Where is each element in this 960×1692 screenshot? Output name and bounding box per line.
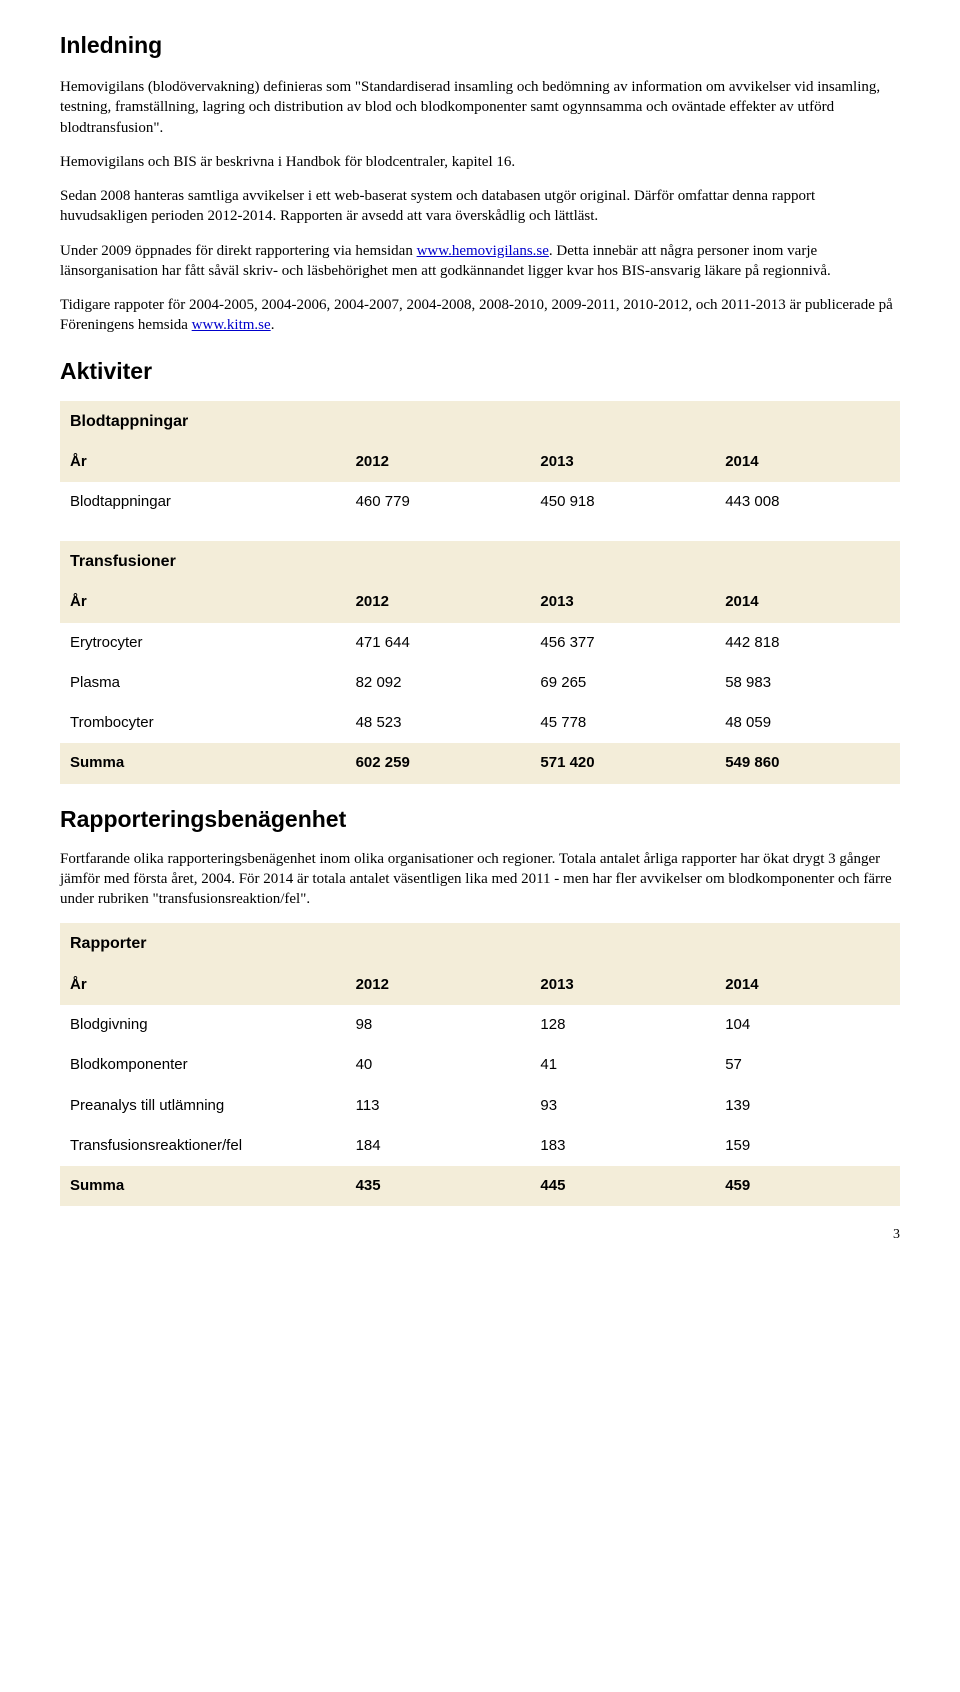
table-row: Erytrocyter 471 644 456 377 442 818 [60, 623, 900, 663]
row-label: Blodtappningar [60, 482, 346, 522]
col-year-2013: 2013 [530, 582, 715, 622]
table-caption-transfusioner: Transfusioner [60, 541, 900, 583]
page-number: 3 [60, 1226, 900, 1245]
table-blodtappningar: Blodtappningar År 2012 2013 2014 Blodtap… [60, 401, 900, 523]
cell-value: 69 265 [530, 663, 715, 703]
col-year-2012: 2012 [346, 582, 531, 622]
table-row: Blodtappningar 460 779 450 918 443 008 [60, 482, 900, 522]
cell-value: 45 778 [530, 703, 715, 743]
col-year-2013: 2013 [530, 965, 715, 1005]
cell-value: 442 818 [715, 623, 900, 663]
sum-value: 602 259 [346, 743, 531, 783]
sum-label: Summa [60, 743, 346, 783]
col-year-2014: 2014 [715, 965, 900, 1005]
sum-value: 459 [715, 1166, 900, 1206]
cell-value: 98 [346, 1005, 531, 1045]
sum-value: 549 860 [715, 743, 900, 783]
paragraph-intro-3: Sedan 2008 hanteras samtliga avvikelser … [60, 186, 900, 227]
row-label: Blodkomponenter [60, 1045, 346, 1085]
col-year-2014: 2014 [715, 442, 900, 482]
table-header-row: År 2012 2013 2014 [60, 965, 900, 1005]
cell-value: 57 [715, 1045, 900, 1085]
table-caption-blodtappningar: Blodtappningar [60, 401, 900, 443]
cell-value: 128 [530, 1005, 715, 1045]
col-year-label: År [60, 582, 346, 622]
link-kitm[interactable]: www.kitm.se [192, 317, 271, 333]
row-label: Trombocyter [60, 703, 346, 743]
table-row: Preanalys till utlämning 113 93 139 [60, 1086, 900, 1126]
paragraph-intro-4: Under 2009 öppnades för direkt rapporter… [60, 241, 900, 282]
table-rapporter: Rapporter År 2012 2013 2014 Blodgivning … [60, 923, 900, 1206]
cell-value: 443 008 [715, 482, 900, 522]
cell-value: 113 [346, 1086, 531, 1126]
col-year-label: År [60, 965, 346, 1005]
paragraph-intro-2: Hemovigilans och BIS är beskrivna i Hand… [60, 152, 900, 172]
heading-rapporteringsbenagenhet: Rapporteringsbenägenhet [60, 804, 900, 835]
sum-value: 435 [346, 1166, 531, 1206]
paragraph-4a-text: Under 2009 öppnades för direkt rapporter… [60, 243, 417, 259]
paragraph-intro-5: Tidigare rappoter för 2004-2005, 2004-20… [60, 295, 900, 336]
cell-value: 58 983 [715, 663, 900, 703]
cell-value: 450 918 [530, 482, 715, 522]
row-label: Preanalys till utlämning [60, 1086, 346, 1126]
paragraph-5b-text: . [271, 317, 275, 333]
table-row: Blodgivning 98 128 104 [60, 1005, 900, 1045]
paragraph-intro-1: Hemovigilans (blodövervakning) definiera… [60, 77, 900, 138]
cell-value: 41 [530, 1045, 715, 1085]
table-sum-row: Summa 435 445 459 [60, 1166, 900, 1206]
row-label: Transfusionsreaktioner/fel [60, 1126, 346, 1166]
row-label: Erytrocyter [60, 623, 346, 663]
cell-value: 471 644 [346, 623, 531, 663]
cell-value: 104 [715, 1005, 900, 1045]
table-header-row: År 2012 2013 2014 [60, 442, 900, 482]
cell-value: 184 [346, 1126, 531, 1166]
table-row: Plasma 82 092 69 265 58 983 [60, 663, 900, 703]
table-sum-row: Summa 602 259 571 420 549 860 [60, 743, 900, 783]
col-year-2013: 2013 [530, 442, 715, 482]
col-year-label: År [60, 442, 346, 482]
cell-value: 456 377 [530, 623, 715, 663]
cell-value: 93 [530, 1086, 715, 1126]
col-year-2012: 2012 [346, 442, 531, 482]
col-year-2012: 2012 [346, 965, 531, 1005]
sum-value: 571 420 [530, 743, 715, 783]
table-row: Trombocyter 48 523 45 778 48 059 [60, 703, 900, 743]
col-year-2014: 2014 [715, 582, 900, 622]
cell-value: 48 059 [715, 703, 900, 743]
cell-value: 40 [346, 1045, 531, 1085]
row-label: Plasma [60, 663, 346, 703]
table-header-row: År 2012 2013 2014 [60, 582, 900, 622]
table-row: Transfusionsreaktioner/fel 184 183 159 [60, 1126, 900, 1166]
heading-aktiviter: Aktiviter [60, 356, 900, 387]
table-transfusioner: Transfusioner År 2012 2013 2014 Erytrocy… [60, 541, 900, 784]
cell-value: 139 [715, 1086, 900, 1126]
paragraph-5a-text: Tidigare rappoter för 2004-2005, 2004-20… [60, 297, 893, 333]
cell-value: 460 779 [346, 482, 531, 522]
paragraph-rapport: Fortfarande olika rapporteringsbenägenhe… [60, 849, 900, 910]
sum-value: 445 [530, 1166, 715, 1206]
link-hemovigilans[interactable]: www.hemovigilans.se [417, 243, 549, 259]
row-label: Blodgivning [60, 1005, 346, 1045]
table-caption-rapporter: Rapporter [60, 923, 900, 965]
table-row: Blodkomponenter 40 41 57 [60, 1045, 900, 1085]
cell-value: 82 092 [346, 663, 531, 703]
cell-value: 159 [715, 1126, 900, 1166]
cell-value: 48 523 [346, 703, 531, 743]
heading-inledning: Inledning [60, 30, 900, 61]
sum-label: Summa [60, 1166, 346, 1206]
cell-value: 183 [530, 1126, 715, 1166]
